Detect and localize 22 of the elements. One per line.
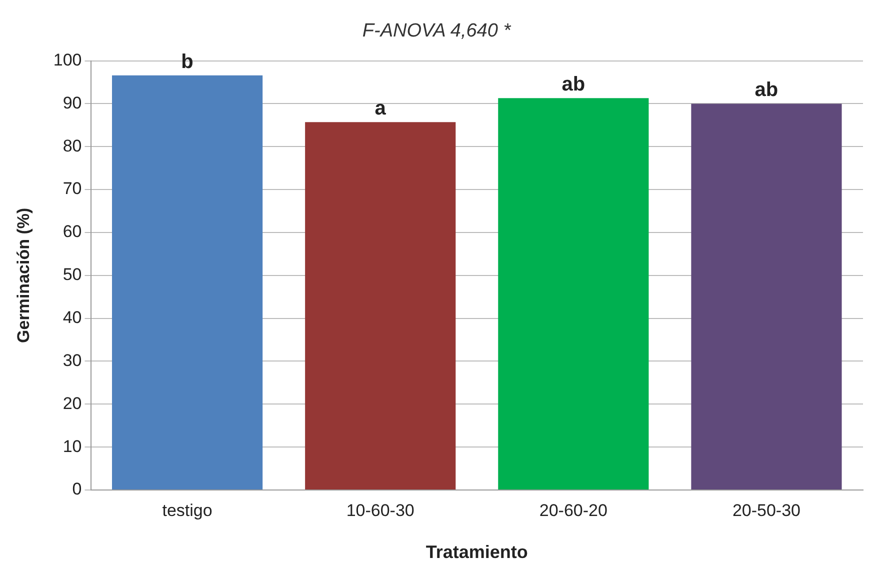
y-tick-label: 60 — [62, 222, 82, 242]
y-tick-label: 10 — [62, 436, 82, 456]
y-axis-title: Germinación (%) — [14, 208, 33, 343]
annotation: a — [374, 98, 387, 120]
y-tick-label: 0 — [72, 480, 82, 499]
annotation: ab — [562, 74, 586, 96]
x-axis-title: Tratamiento — [426, 542, 528, 562]
x-tick-label: testigo — [162, 500, 212, 520]
x-tick-label: 20-60-20 — [539, 500, 608, 520]
y-tick-label: 50 — [62, 265, 82, 284]
y-tick-label: 90 — [62, 93, 82, 112]
annotation: b — [181, 50, 194, 73]
y-tick-label: 20 — [62, 394, 82, 413]
x-tick-label: 10-60-30 — [346, 500, 414, 520]
y-tick-label: 30 — [62, 350, 82, 370]
y-tick-label: 100 — [53, 50, 82, 70]
chart-title: F-ANOVA 4,640 * — [362, 20, 512, 42]
annotation: ab — [754, 79, 778, 102]
y-tick-label: 80 — [62, 136, 82, 156]
x-tick-label: 20-50-30 — [732, 500, 800, 520]
y-tick-label: 40 — [62, 308, 82, 328]
y-tick-label: 70 — [62, 179, 82, 198]
